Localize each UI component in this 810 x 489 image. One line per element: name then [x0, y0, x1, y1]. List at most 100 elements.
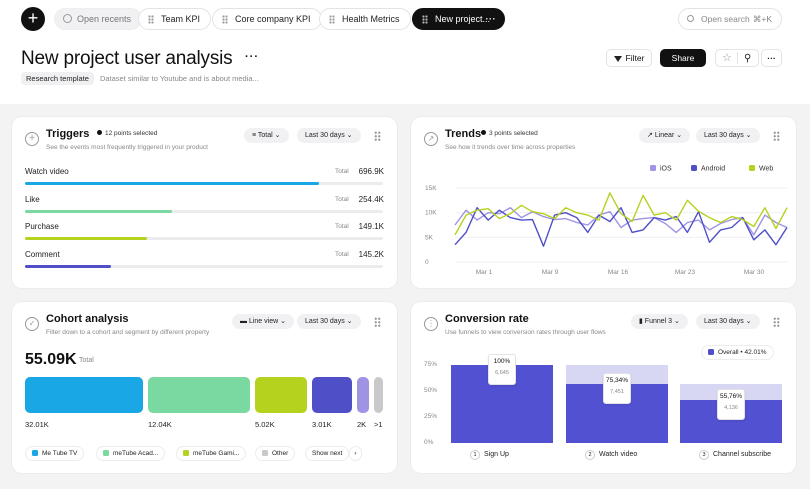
trigger-row-track — [25, 209, 383, 213]
funnel-step-label: 1 Sign Up — [470, 450, 509, 460]
card-title: Triggers — [46, 128, 90, 140]
drag-handle-icon[interactable] — [773, 317, 780, 328]
legend-web[interactable]: Web — [749, 165, 773, 173]
date-range-dropdown[interactable]: Last 30 days ⌄ — [297, 314, 361, 329]
trigger-row-bar[interactable] — [25, 237, 147, 240]
tab-new-project[interactable]: New project... ··· — [412, 8, 505, 30]
chevron-down-icon: ⌄ — [674, 132, 683, 139]
series-line-web[interactable] — [454, 192, 788, 236]
x-tick-label: Mar 1 — [476, 269, 493, 276]
drag-handle-icon — [148, 15, 154, 24]
drag-handle-icon[interactable] — [374, 317, 381, 328]
search-placeholder: Open search — [701, 14, 750, 24]
chevron-down-icon: ⌄ — [272, 132, 281, 139]
cohort-segment-value: 5.02K — [255, 420, 275, 429]
tab-label: Health Metrics — [342, 14, 400, 24]
cohort-segment-block[interactable] — [255, 377, 307, 413]
trigger-row-bar[interactable] — [25, 209, 172, 213]
divider — [737, 52, 738, 64]
next-arrow-button[interactable]: › — [349, 446, 362, 461]
tab-open-recents[interactable]: Open recents — [54, 8, 143, 30]
cohort-segment-block[interactable] — [312, 377, 352, 413]
trigger-row-bar[interactable] — [25, 264, 111, 268]
tab-label: Open recents — [77, 14, 132, 24]
new-plus-button[interactable]: + — [21, 7, 45, 31]
funnel-step-count: 7,451 — [610, 389, 624, 396]
tab-health-metrics[interactable]: Health Metrics — [319, 8, 411, 30]
chevron-down-icon: ⌄ — [278, 318, 286, 325]
dropdown-label: Last 30 days — [305, 132, 345, 139]
filter-button[interactable]: Filter — [606, 49, 652, 67]
drag-handle-icon[interactable] — [773, 131, 780, 142]
overall-separator: • — [738, 349, 745, 356]
drag-handle-icon — [222, 15, 228, 24]
trigger-row-track — [25, 237, 383, 240]
legend-swatch — [708, 348, 714, 355]
funnel-step-number: 2 — [585, 450, 595, 460]
funnel-step-number: 1 — [470, 450, 480, 460]
view-dropdown[interactable]: ▬ Line view ⌄ — [232, 314, 294, 329]
funnel-dropdown[interactable]: ▮ Funnel 3 ⌄ — [631, 314, 688, 329]
drag-handle-icon[interactable] — [374, 131, 381, 142]
conversion-card: ⋮ Conversion rate Use funnels to view co… — [411, 302, 796, 473]
more-options-button[interactable]: ··· — [761, 49, 782, 67]
title-more-icon[interactable]: ··· — [245, 51, 259, 63]
y-tick-label: 5K — [425, 234, 434, 241]
legend-ios[interactable]: iOS — [650, 165, 672, 173]
funnel-step-count: 4,136 — [724, 404, 738, 411]
template-tag[interactable]: Research template — [21, 72, 94, 85]
date-range-dropdown[interactable]: Last 30 days ⌄ — [696, 314, 760, 329]
star-icon[interactable]: ☆ — [722, 52, 732, 64]
dropdown-label: Line view — [248, 318, 279, 325]
share-button[interactable]: Share — [660, 49, 706, 67]
chevron-right-icon: › — [354, 450, 357, 457]
aggregation-dropdown[interactable]: ≡ Total ⌄ — [244, 128, 289, 143]
cohort-segment-block[interactable] — [148, 377, 250, 413]
date-range-dropdown[interactable]: Last 30 days ⌄ — [297, 128, 361, 143]
trends-card: ↗ Trends 3 points selected See how it tr… — [411, 117, 796, 288]
series-line-ios[interactable] — [454, 206, 788, 236]
scale-dropdown[interactable]: ↗ Linear ⌄ — [639, 128, 691, 143]
attachment-icon[interactable]: ⚲ — [744, 53, 752, 64]
cohort-segment-block[interactable] — [374, 377, 383, 413]
cohort-segment-block[interactable] — [357, 377, 369, 413]
legend-label: Other — [272, 450, 289, 457]
cohort-legend-metube-academy[interactable]: meTube Acad... — [96, 446, 166, 461]
cohort-legend-metube-gaming[interactable]: meTube Gami... — [176, 446, 247, 461]
legend-label: Me Tube TV — [42, 450, 78, 457]
series-line-android[interactable] — [454, 206, 788, 247]
y-tick-label: 10K — [425, 210, 437, 217]
y-tick-label: 50% — [424, 387, 438, 394]
cohort-legend-other[interactable]: Other — [255, 446, 296, 461]
trigger-row-bar[interactable] — [25, 182, 319, 185]
cohort-segment-value: 12.04K — [148, 420, 172, 429]
triggers-card: + Triggers 12 points selected See the ev… — [12, 117, 397, 288]
funnel-step-percent: 75,34% — [605, 377, 629, 385]
sort-icon: ≡ — [252, 132, 258, 139]
trigger-row-track — [25, 264, 383, 268]
dropdown-label: Last 30 days — [305, 318, 345, 325]
tab-team-kpi[interactable]: Team KPI — [138, 8, 212, 30]
trigger-row-value: 145.2K — [358, 249, 384, 259]
search-input[interactable]: Open search ⌘+K — [678, 8, 782, 30]
chevron-down-icon: ⌄ — [344, 132, 353, 139]
drag-handle-icon — [329, 15, 335, 24]
trigger-row-label: Purchase — [25, 222, 59, 231]
legend-swatch — [650, 165, 656, 171]
more-icon[interactable]: ··· — [485, 14, 496, 24]
trend-icon: ↗ — [647, 132, 655, 139]
trigger-row-label: Watch video — [25, 167, 69, 176]
date-range-dropdown[interactable]: Last 30 days ⌄ — [696, 128, 760, 143]
card-title: Conversion rate — [445, 313, 529, 325]
cohort-segment-block[interactable] — [25, 377, 143, 413]
tab-core-company-kpi[interactable]: Core company KPI — [212, 8, 322, 30]
show-next-button[interactable]: Show next — [305, 446, 350, 461]
legend-swatch — [32, 449, 38, 456]
trigger-row-label: Comment — [25, 249, 60, 259]
clock-icon — [63, 14, 72, 23]
legend-android[interactable]: Android — [691, 165, 725, 173]
card-subtitle: Use funnels to view conversion rates thr… — [445, 329, 606, 336]
cohort-legend-me-tube-tv[interactable]: Me Tube TV — [25, 446, 85, 461]
chevron-down-icon: ⌄ — [344, 318, 353, 325]
legend-swatch — [183, 449, 189, 456]
